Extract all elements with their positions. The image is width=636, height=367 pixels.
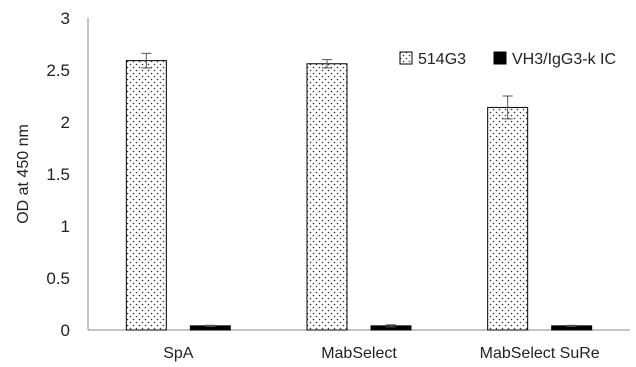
- category-label: MabSelect SuRe: [480, 345, 600, 362]
- bar-514G3-MabSelect SuRe: [487, 106, 529, 331]
- x-axis-categories: SpA MabSelect MabSelect SuRe: [163, 345, 600, 362]
- bars: [125, 52, 593, 331]
- bar-514G3-MabSelect: [306, 63, 348, 331]
- legend-label: VH3/IgG3-k IC: [512, 51, 616, 68]
- y-axis-ticks: 0 0.5 1 1.5 2 2.5 3: [46, 9, 70, 340]
- y-tick-label: 2.5: [46, 61, 70, 80]
- y-tick-label: 1: [61, 217, 70, 236]
- legend-swatch: [493, 51, 507, 65]
- category-label: MabSelect: [321, 345, 397, 362]
- y-axis-label: OD at 450 nm: [15, 124, 32, 224]
- y-tick-label: 2: [61, 113, 70, 132]
- bar-514G3-SpA: [125, 60, 167, 331]
- legend-label: 514G3: [418, 51, 466, 68]
- y-tick-label: 3: [61, 9, 70, 28]
- y-tick-label: 1.5: [46, 165, 70, 184]
- legend: 514G3 VH3/IgG3-k IC: [399, 51, 616, 68]
- category-label: SpA: [163, 345, 194, 362]
- axes: [87, 18, 630, 331]
- y-tick-label: 0: [61, 321, 70, 340]
- legend-swatch: [399, 51, 413, 65]
- y-tick-label: 0.5: [46, 269, 70, 288]
